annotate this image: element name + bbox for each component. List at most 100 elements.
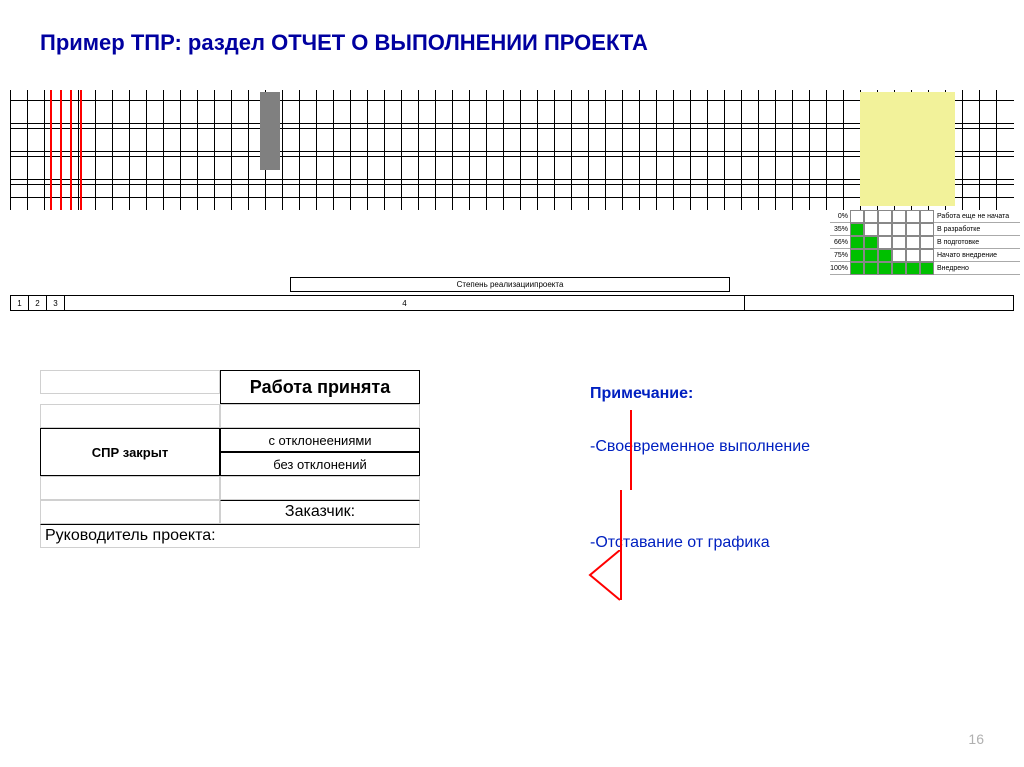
legend-box: [878, 223, 892, 236]
gantt-gridline: [979, 90, 980, 210]
empty-cell: [40, 404, 220, 428]
empty-cell: [40, 476, 220, 500]
gantt-gridline: [435, 90, 436, 210]
page-number: 16: [968, 731, 984, 747]
empty-cell: [220, 476, 420, 500]
gantt-gridline: [214, 90, 215, 210]
with-deviations-cell: с отклонеениями: [220, 428, 420, 452]
legend-label: Работа еще не начата: [934, 213, 1009, 220]
gantt-gridline: [809, 90, 810, 210]
legend-table: 0% Работа еще не начата 35% В разработке 66%…: [830, 210, 1020, 275]
gantt-gridline: [316, 90, 317, 210]
legend-box: [864, 223, 878, 236]
legend-box: [906, 262, 920, 275]
gantt-gridline: [248, 90, 249, 210]
gantt-columns: [10, 100, 1014, 200]
red-marker-line: [80, 90, 82, 210]
legend-box: [906, 210, 920, 223]
gantt-gridline: [792, 90, 793, 210]
legend-box: [850, 236, 864, 249]
gantt-gridline: [384, 90, 385, 210]
legend-box: [864, 210, 878, 223]
gantt-gridline: [605, 90, 606, 210]
legend-percent: 0%: [830, 213, 850, 220]
gantt-gridline: [231, 90, 232, 210]
gantt-gridline: [775, 90, 776, 210]
legend-percent: 100%: [830, 265, 850, 272]
gantt-gridline: [163, 90, 164, 210]
legend-box: [920, 210, 934, 223]
empty-cell: [40, 500, 220, 524]
legend-percent: 75%: [830, 252, 850, 259]
gantt-gridline: [554, 90, 555, 210]
gantt-gridline: [418, 90, 419, 210]
gantt-gridline: [843, 90, 844, 210]
gantt-gridline: [826, 90, 827, 210]
legend-box: [906, 236, 920, 249]
legend-percent: 66%: [830, 239, 850, 246]
gantt-gridline: [95, 90, 96, 210]
legend-box: [892, 236, 906, 249]
red-arrow-icon: [580, 550, 630, 610]
gantt-gridline: [10, 90, 11, 210]
acceptance-table: Работа принята СПР закрыт с отклонеениям…: [40, 370, 560, 548]
legend-box: [920, 262, 934, 275]
notes-block: Примечание: -Своевременное выполнение -О…: [590, 385, 990, 560]
legend-box: [850, 262, 864, 275]
gray-progress-bar: [260, 92, 280, 170]
gantt-gridline: [282, 90, 283, 210]
legend-box: [906, 223, 920, 236]
gantt-gridline: [996, 90, 997, 210]
legend-boxes: [850, 262, 934, 275]
work-accepted-header: Работа принята: [220, 370, 420, 404]
gantt-gridline: [707, 90, 708, 210]
gantt-gridline: [197, 90, 198, 210]
red-marker-line: [60, 90, 62, 210]
gantt-gridline: [571, 90, 572, 210]
degree-col-4: 4: [65, 296, 745, 310]
gantt-gridline: [27, 90, 28, 210]
gantt-gridline: [112, 90, 113, 210]
gantt-gridline: [333, 90, 334, 210]
legend-box: [892, 249, 906, 262]
gantt-gridline: [503, 90, 504, 210]
legend-boxes: [850, 236, 934, 249]
gantt-gridline: [486, 90, 487, 210]
legend-label: В разработке: [934, 226, 980, 233]
gantt-gridline: [690, 90, 691, 210]
gantt-gridline: [78, 90, 79, 210]
note-item-0: -Своевременное выполнение: [590, 438, 990, 456]
gantt-gridline: [146, 90, 147, 210]
legend-percent: 35%: [830, 226, 850, 233]
gantt-gridline: [758, 90, 759, 210]
gantt-gridline: [741, 90, 742, 210]
legend-boxes: [850, 210, 934, 223]
gantt-gridline: [299, 90, 300, 210]
gantt-gridline: [724, 90, 725, 210]
legend-box: [920, 249, 934, 262]
gantt-gridline: [520, 90, 521, 210]
spr-closed-label: СПР закрыт: [40, 428, 220, 476]
degree-col-2: 2: [29, 296, 47, 310]
legend-box: [864, 249, 878, 262]
legend-row: 66% В подготовке: [830, 236, 1020, 249]
red-marker-line: [50, 90, 52, 210]
gantt-gridline: [129, 90, 130, 210]
legend-box: [920, 223, 934, 236]
gantt-gridline: [656, 90, 657, 210]
legend-row: 100% Внедрено: [830, 262, 1020, 275]
legend-label: Внедрено: [934, 265, 969, 272]
legend-row: 75%Начато внедрение: [830, 249, 1020, 262]
legend-label: В подготовке: [934, 239, 979, 246]
gantt-gridline: [401, 90, 402, 210]
gantt-gridline: [469, 90, 470, 210]
empty-cell: [40, 370, 220, 394]
gantt-gridline: [588, 90, 589, 210]
legend-box: [850, 249, 864, 262]
legend-row: 35% В разработке: [830, 223, 1020, 236]
red-marker-line: [70, 90, 72, 210]
gantt-gridline: [962, 90, 963, 210]
legend-box: [892, 262, 906, 275]
degree-col-3: 3: [47, 296, 65, 310]
degree-caption: Степень реализациипроекта: [290, 277, 730, 292]
